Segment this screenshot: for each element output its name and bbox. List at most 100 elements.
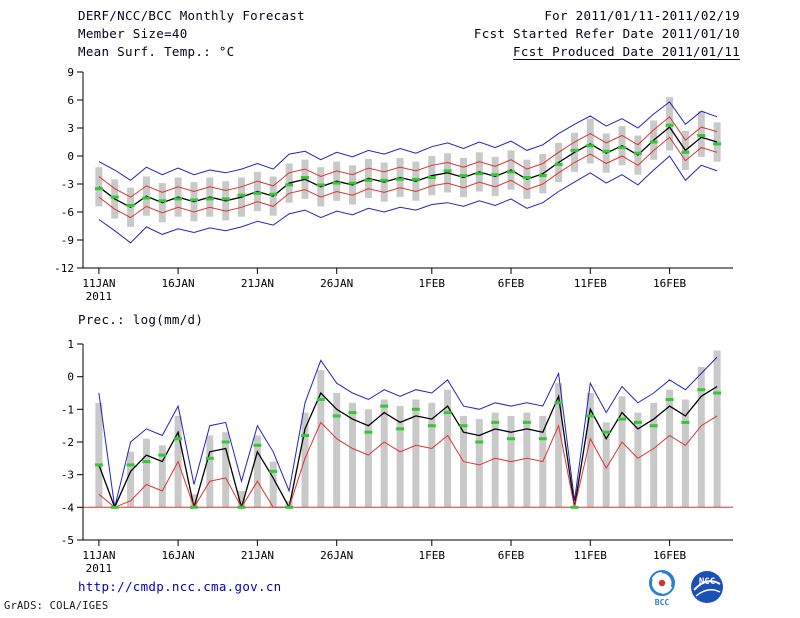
bcc-logo-text: BCC: [655, 598, 670, 607]
ensemble-spread-bar: [555, 383, 563, 508]
median-tick: [269, 192, 278, 196]
median-tick: [110, 195, 119, 199]
ensemble-mean-line: [98, 385, 718, 510]
median-tick: [713, 391, 722, 395]
ensemble-spread-bar: [428, 402, 436, 508]
median-tick: [364, 178, 373, 182]
median-tick: [491, 420, 500, 424]
median-tick: [649, 140, 658, 144]
fcst-produced-label: Fcst Produced Date 2011/01/11: [513, 44, 740, 59]
ensemble-spread-bar: [491, 412, 499, 508]
ensemble-spread-bar: [380, 399, 388, 508]
y-tick-label: 0: [67, 150, 74, 163]
median-tick: [332, 414, 341, 418]
ensemble-spread-bar: [95, 402, 103, 508]
median-tick: [681, 420, 690, 424]
ensemble-spread-bar: [364, 409, 372, 508]
ensemble-spread-bar: [238, 491, 245, 508]
y-tick-label: -6: [61, 206, 74, 219]
ensemble-spread-bar: [650, 402, 658, 508]
median-tick: [316, 398, 325, 401]
ensemble-spread-bar: [475, 419, 483, 508]
ensemble-spread-bar: [713, 350, 721, 508]
x-tick-label: 1FEB: [419, 549, 446, 562]
ensemble-spread-bar: [190, 494, 198, 508]
median-tick: [554, 162, 563, 166]
y-tick-label: -4: [61, 501, 75, 514]
y-tick-label: 1: [67, 338, 74, 351]
ensemble-spread-bar: [317, 370, 325, 508]
median-tick: [665, 398, 674, 401]
median-tick: [269, 469, 278, 473]
median-tick: [94, 463, 103, 467]
x-tick-label: 11FEB: [574, 549, 607, 562]
median-tick: [301, 176, 309, 179]
median-tick: [190, 505, 198, 509]
ensemble-spread-bar: [206, 435, 214, 508]
x-tick-label: 16JAN: [162, 549, 195, 562]
median-tick: [316, 183, 325, 187]
median-tick: [618, 146, 626, 150]
median-tick: [396, 177, 405, 181]
ncc-logo-text: NCC: [699, 577, 715, 587]
y-tick-label: -9: [61, 234, 74, 247]
median-tick: [396, 427, 405, 431]
ensemble-spread-bar: [586, 393, 594, 508]
median-tick: [491, 173, 500, 177]
median-tick: [237, 505, 246, 509]
ensemble-spread-bar: [634, 412, 642, 508]
median-tick: [570, 148, 579, 152]
y-tick-label: -1: [61, 403, 74, 416]
ensemble-spread-bar: [253, 435, 261, 508]
median-tick: [570, 505, 579, 509]
median-tick: [713, 142, 722, 146]
ensemble-spread-bar: [586, 118, 594, 164]
x-tick-label: 16JAN: [162, 277, 195, 290]
lower-quartile-line: [98, 136, 718, 219]
median-tick: [475, 172, 484, 176]
ensemble-spread-bar: [158, 445, 166, 508]
median-tick: [174, 197, 183, 201]
median-tick: [538, 174, 547, 178]
median-tick: [475, 440, 484, 444]
x-tick-label: 21JAN: [241, 277, 274, 290]
median-tick: [538, 437, 547, 441]
ensemble-spread-bar: [666, 389, 674, 508]
ensemble-spread-bar: [681, 399, 689, 508]
median-tick: [94, 187, 103, 191]
median-tick: [110, 505, 119, 509]
median-tick: [253, 443, 262, 447]
y-tick-label: 0: [67, 371, 74, 384]
ensemble-spread-bar: [444, 389, 452, 508]
upper-quartile-line: [98, 116, 718, 198]
x-tick-label: 21JAN: [241, 549, 274, 562]
y-tick-label: -12: [54, 262, 74, 275]
ensemble-spread-bar: [602, 422, 610, 508]
ensemble-spread-bar: [697, 366, 705, 508]
median-tick: [332, 181, 341, 185]
x-tick-label: 11FEB: [574, 277, 607, 290]
y-tick-label: -2: [61, 436, 74, 449]
median-tick: [443, 169, 452, 173]
x-tick-label: 11JAN: [82, 277, 115, 290]
median-tick: [301, 434, 309, 437]
fcst-started-label: Fcst Started Refer Date 2011/01/10: [473, 26, 740, 41]
median-tick: [602, 430, 611, 434]
median-tick: [522, 420, 531, 424]
ensemble-spread-bar: [127, 451, 135, 508]
median-tick: [697, 134, 706, 137]
median-tick: [427, 176, 436, 179]
ensemble-spread-bar: [396, 406, 404, 508]
median-tick: [158, 199, 167, 203]
median-tick: [158, 453, 167, 457]
ensemble-spread-bar: [618, 396, 626, 508]
median-tick: [697, 388, 706, 392]
x-tick-label: 16FEB: [653, 277, 686, 290]
ensemble-spread-bar: [412, 399, 420, 508]
bcc-logo-icon: BCC: [649, 570, 675, 607]
median-tick: [221, 197, 230, 201]
median-tick: [285, 505, 294, 509]
median-tick: [459, 174, 468, 178]
ensemble-spread-bar: [222, 432, 230, 508]
